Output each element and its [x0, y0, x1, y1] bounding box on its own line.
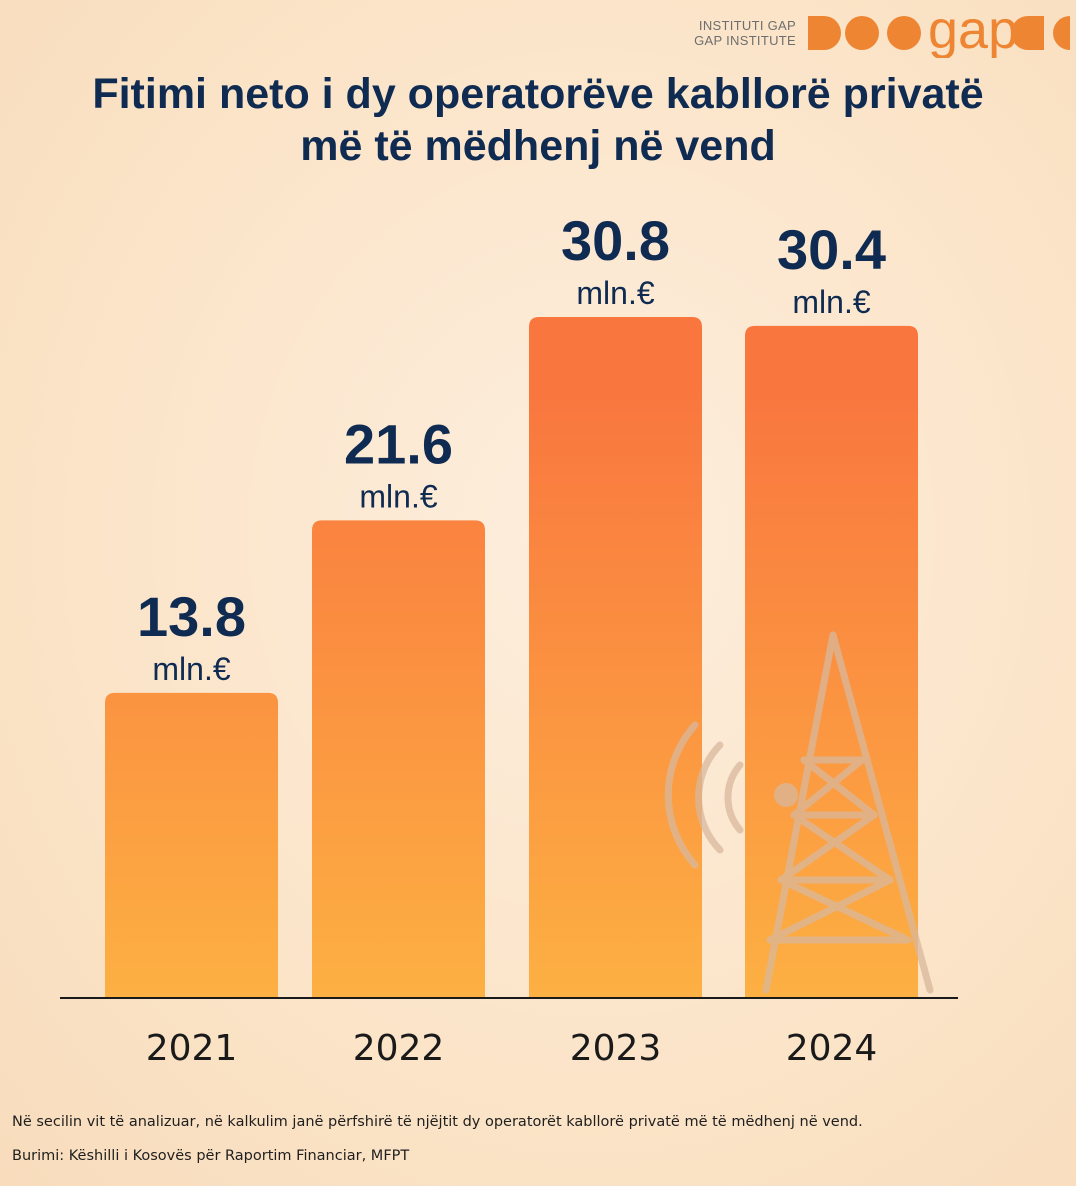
- title-line-2: më të mëdhenj në vend: [300, 122, 776, 170]
- gap-logo-mark: gap: [808, 8, 1070, 58]
- unit-label-2024: mln.€: [792, 284, 870, 320]
- logo-wordmark: gap: [928, 8, 1018, 58]
- bar-2023: [529, 316, 702, 998]
- value-label-2021: 13.8: [137, 585, 246, 648]
- unit-label-2021: mln.€: [152, 651, 230, 687]
- unit-label-2023: mln.€: [576, 275, 654, 311]
- x-tick-2022: 2022: [353, 1028, 445, 1069]
- bars-group: [105, 316, 918, 998]
- x-tick-2021: 2021: [146, 1028, 238, 1069]
- x-tick-2023: 2023: [570, 1028, 662, 1069]
- value-label-2022: 21.6: [344, 412, 453, 475]
- labels-group: 13.8mln.€202121.6mln.€202230.8mln.€20233…: [137, 209, 886, 1069]
- logo-line-1: INSTITUTI GAP: [698, 18, 796, 33]
- x-tick-2024: 2024: [786, 1028, 878, 1069]
- logo-text: INSTITUTI GAP GAP INSTITUTE: [694, 18, 796, 48]
- unit-label-2022: mln.€: [359, 478, 437, 514]
- footnote: Në secilin vit të analizuar, në kalkulim…: [12, 1114, 863, 1130]
- gap-logo: INSTITUTI GAP GAP INSTITUTE gap: [694, 8, 1070, 58]
- logo-line-2: GAP INSTITUTE: [694, 33, 796, 48]
- value-label-2023: 30.8: [561, 209, 670, 272]
- bar-2021: [105, 692, 278, 998]
- value-label-2024: 30.4: [777, 218, 886, 281]
- antenna-tower-icon: [664, 631, 934, 994]
- title-line-1: Fitimi neto i dy operatorëve kabllorë pr…: [92, 70, 984, 118]
- bar-2024: [745, 325, 918, 998]
- source-note: Burimi: Këshilli i Kosovës për Raportim …: [12, 1148, 410, 1164]
- chart-title: Fitimi neto i dy operatorëve kabllorë pr…: [0, 68, 1076, 172]
- bar-2022: [312, 520, 485, 998]
